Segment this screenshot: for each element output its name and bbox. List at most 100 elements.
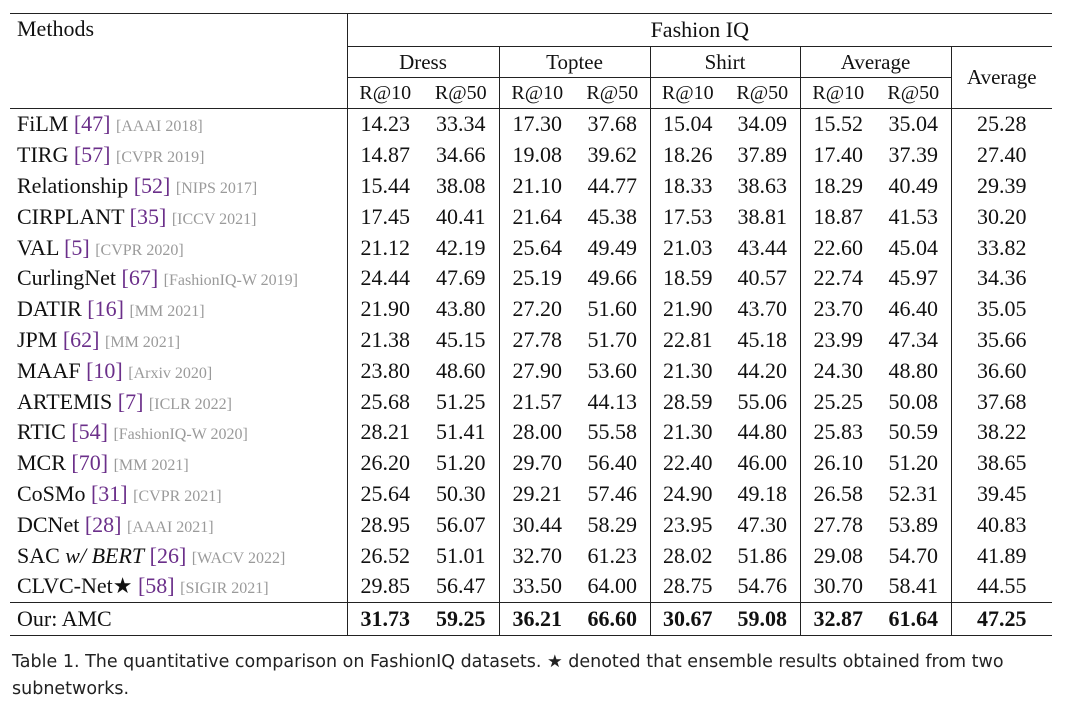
venue-label: [FashionIQ-W 2020] (113, 426, 248, 444)
value-cell: 37.39 (876, 139, 952, 171)
value-cell: 37.68 (977, 388, 1027, 414)
value-cell: 21.57 (512, 388, 563, 414)
table-row: ARTEMIS [7] [ICLR 2022] 25.68 51.25 21.57 44… (10, 386, 1052, 417)
citation-link[interactable]: [67] (121, 265, 159, 291)
value-cell: 45.97 (876, 262, 952, 294)
results-body: FiLM [47] [AAAI 2018] 14.23 33.34 17.30 37.6… (10, 108, 1053, 603)
value-cell: 47.34 (876, 324, 952, 356)
value-cell: 24.44 (360, 265, 411, 291)
subset-average-header: Average (800, 46, 952, 78)
value-cell: 14.23 (360, 111, 411, 137)
method-cell: Relationship [52] [NIPS 2017] (10, 170, 348, 202)
table-row: DCNet [28] [AAAI 2021] 28.95 56.07 30.44 58.… (10, 509, 1052, 541)
metric-r10-dress: R@10 (347, 77, 423, 109)
method-name: SAC w/ BERT (17, 542, 145, 568)
citation-link[interactable]: [10] (86, 357, 123, 383)
citation-link[interactable]: [62] (62, 326, 100, 352)
value-cell: 22.81 (663, 326, 713, 352)
value-cell: 15.52 (813, 111, 864, 137)
value-cell: 43.80 (423, 293, 500, 325)
venue-label: [SIGIR 2021] (180, 580, 269, 598)
value-cell: 40.49 (876, 170, 952, 202)
citation-link[interactable]: [54] (71, 419, 108, 445)
method-name: Relationship (17, 172, 129, 198)
citation-link[interactable]: [47] (73, 111, 111, 137)
value-cell: 41.53 (876, 201, 952, 233)
citation-link[interactable]: [26] (149, 542, 187, 568)
value-cell: 58.41 (876, 570, 952, 603)
method-cell: CIRPLANT [35] [ICCV 2021] (10, 201, 348, 233)
value-cell: 38.22 (977, 419, 1027, 445)
value-cell: 43.44 (725, 232, 801, 263)
citation-link[interactable]: [57] (73, 142, 111, 168)
value-cell: 15.44 (360, 172, 411, 198)
value-cell: 51.86 (725, 540, 801, 571)
citation-link[interactable]: [28] (84, 511, 122, 537)
citation-link[interactable]: [35] (129, 203, 167, 229)
value-cell: 44.77 (575, 170, 651, 202)
value-cell: 21.12 (360, 234, 411, 260)
venue-label: [MM 2021] (129, 303, 205, 321)
ours-value: 61.64 (876, 601, 952, 636)
table-row: Relationship [52] [NIPS 2017] 15.44 38.08 2… (10, 170, 1052, 202)
method-name: ARTEMIS (17, 388, 113, 414)
value-cell: 33.82 (977, 234, 1027, 260)
value-cell: 55.58 (575, 416, 651, 448)
table-row: RTIC [54] [FashionIQ-W 2020] 28.21 51.41 28… (10, 416, 1052, 448)
citation-link[interactable]: [31] (90, 480, 128, 506)
value-cell: 47.69 (423, 262, 500, 294)
table-row-ours: Our: AMC 31.73 59.25 36.21 66.60 30.67 5… (10, 601, 1053, 636)
value-cell: 21.64 (512, 203, 563, 229)
venue-label: [FashionIQ-W 2019] (163, 272, 299, 290)
method-name: FiLM (17, 111, 69, 137)
citation-link[interactable]: [16] (87, 296, 124, 322)
value-cell: 50.08 (876, 386, 952, 417)
value-cell: 25.25 (813, 388, 864, 414)
shirt-header: Shirt (650, 46, 801, 78)
value-cell: 34.66 (423, 139, 500, 171)
metric-r10-shirt: R@10 (650, 77, 725, 109)
venue-label: [MM 2021] (105, 333, 181, 351)
metric-r10-toptee: R@10 (499, 77, 575, 109)
table-row: VAL [5] [CVPR 2020] 21.12 42.19 25.64 49.49 2… (10, 232, 1052, 263)
value-cell: 17.53 (663, 203, 713, 229)
value-cell: 61.23 (575, 540, 651, 571)
method-cell: VAL [5] [CVPR 2020] (10, 232, 348, 263)
table-row: JPM [62] [MM 2021] 21.38 45.15 27.78 51.70 22… (10, 324, 1052, 356)
value-cell: 26.52 (360, 542, 411, 568)
citation-link[interactable]: [58] (137, 573, 175, 599)
value-cell: 19.08 (512, 142, 563, 168)
citation-link[interactable]: [5] (64, 234, 90, 260)
metric-r50-average: R@50 (876, 77, 952, 109)
citation-link[interactable]: [7] (117, 388, 144, 414)
table-row: CurlingNet [67] [FashionIQ-W 2019] 24.44 4… (10, 262, 1052, 294)
value-cell: 45.18 (725, 324, 801, 356)
value-cell: 28.59 (663, 388, 713, 414)
value-cell: 56.47 (423, 570, 500, 603)
value-cell: 21.03 (663, 234, 713, 260)
value-cell: 64.00 (575, 570, 651, 603)
value-cell: 37.68 (575, 108, 651, 140)
method-cell: DATIR [16] [MM 2021] (10, 293, 348, 325)
citation-link[interactable]: [52] (133, 172, 171, 198)
value-cell: 30.70 (813, 573, 864, 599)
venue-label: [CVPR 2019] (115, 149, 205, 167)
table-row: DATIR [16] [MM 2021] 21.90 43.80 27.20 51.60… (10, 293, 1052, 325)
value-cell: 38.63 (725, 170, 801, 202)
method-name: CurlingNet (17, 265, 116, 291)
methods-header: Methods (10, 13, 348, 109)
value-cell: 50.30 (423, 478, 500, 510)
value-cell: 14.87 (360, 142, 411, 168)
value-cell: 35.05 (977, 296, 1027, 322)
value-cell: 44.20 (725, 355, 801, 387)
citation-link[interactable]: [70] (71, 450, 109, 476)
value-cell: 25.83 (813, 419, 864, 445)
method-name: TIRG (17, 142, 69, 168)
value-cell: 51.25 (423, 386, 500, 417)
value-cell: 27.20 (512, 296, 563, 322)
value-cell: 43.70 (725, 293, 801, 325)
value-cell: 30.44 (512, 511, 563, 537)
value-cell: 42.19 (423, 232, 500, 263)
value-cell: 34.09 (725, 108, 801, 140)
method-name: DCNet (17, 511, 80, 537)
